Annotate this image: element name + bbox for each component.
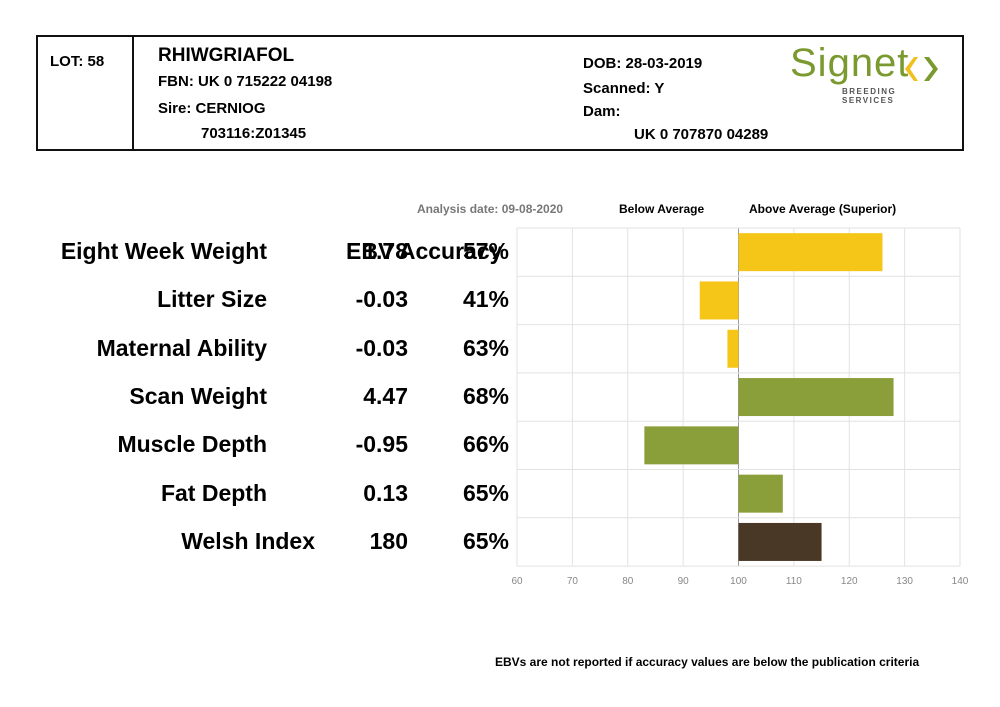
trait-label-litter-size: Litter Size <box>157 286 267 313</box>
dam-label: Dam: <box>583 103 621 120</box>
ebv-value-muscle-depth: -0.95 <box>355 431 408 458</box>
accuracy-value-scan-weight: 68% <box>462 383 509 410</box>
animal-name: RHIWGRIAFOL <box>158 45 295 66</box>
bar-litter-size <box>699 281 739 320</box>
x-tick-label: 110 <box>786 576 802 587</box>
bar-scan-weight <box>738 378 894 417</box>
x-tick-label: 70 <box>567 576 579 587</box>
bar-welsh-index <box>738 522 822 561</box>
analysis-date: Analysis date: 09-08-2020 <box>417 202 564 216</box>
sire-name: Sire: CERNIOG <box>158 100 266 117</box>
logo-chevrons-icon <box>905 57 938 81</box>
accuracy-value-eight-week-weight: 57% <box>462 238 509 265</box>
ebv-value-eight-week-weight: 1.78 <box>363 238 408 265</box>
x-tick-label: 80 <box>622 576 634 587</box>
x-tick-label: 60 <box>511 576 523 587</box>
dam-id: UK 0 707870 04289 <box>634 126 769 143</box>
signet-logo: Signet BREEDING SERVICES <box>790 41 950 105</box>
above-average-label: Above Average (Superior) <box>749 202 897 216</box>
trait-label-maternal-ability: Maternal Ability <box>96 334 267 361</box>
lot-number: LOT: 58 <box>50 53 105 70</box>
ebv-value-maternal-ability: -0.03 <box>355 334 408 361</box>
trait-label-welsh-index: Welsh Index <box>181 527 315 554</box>
trait-label-scan-weight: Scan Weight <box>129 383 267 410</box>
sire-id: 703116:Z01345 <box>201 125 307 142</box>
x-tick-label: 90 <box>678 576 690 587</box>
trait-label-fat-depth: Fat Depth <box>160 479 267 506</box>
ebv-value-litter-size: -0.03 <box>355 286 408 313</box>
bar-eight-week-weight <box>738 233 883 272</box>
x-tick-label: 100 <box>730 576 747 587</box>
x-tick-label: 120 <box>841 576 858 587</box>
logo-wordmark: Signet <box>790 41 910 85</box>
accuracy-value-welsh-index: 65% <box>462 527 509 554</box>
x-tick-label: 140 <box>952 576 969 587</box>
ebv-bar-chart: 60 70 80 90 100 110 120 130 140 <box>511 227 969 587</box>
ebv-value-welsh-index: 180 <box>369 527 408 554</box>
ebv-accuracy-header: EBV Accuracy <box>346 238 503 264</box>
ebv-value-scan-weight: 4.47 <box>363 383 408 410</box>
bar-fat-depth <box>738 474 783 513</box>
flock-book-number: FBN: UK 0 715222 04198 <box>158 73 333 90</box>
bar-muscle-depth <box>644 426 739 465</box>
accuracy-value-litter-size: 41% <box>462 286 509 313</box>
scanned-status: Scanned: Y <box>583 80 665 97</box>
animal-header: LOT: 58 RHIWGRIAFOL FBN: UK 0 715222 041… <box>36 35 964 151</box>
publication-criteria-note: EBVs are not reported if accuracy values… <box>495 655 920 669</box>
below-average-label: Below Average <box>619 202 705 216</box>
trait-label-muscle-depth: Muscle Depth <box>117 431 267 458</box>
logo-subtitle: BREEDING SERVICES <box>842 87 897 105</box>
bar-maternal-ability <box>727 329 739 368</box>
trait-label-eight-week-weight: Eight Week Weight <box>60 238 267 265</box>
lot-cell: LOT: 58 <box>38 37 134 149</box>
x-tick-label: 130 <box>896 576 913 587</box>
date-of-birth: DOB: 28-03-2019 <box>583 55 703 72</box>
accuracy-value-maternal-ability: 63% <box>462 334 509 361</box>
ebv-value-fat-depth: 0.13 <box>363 479 408 506</box>
accuracy-value-muscle-depth: 66% <box>462 431 509 458</box>
accuracy-value-fat-depth: 65% <box>462 479 509 506</box>
